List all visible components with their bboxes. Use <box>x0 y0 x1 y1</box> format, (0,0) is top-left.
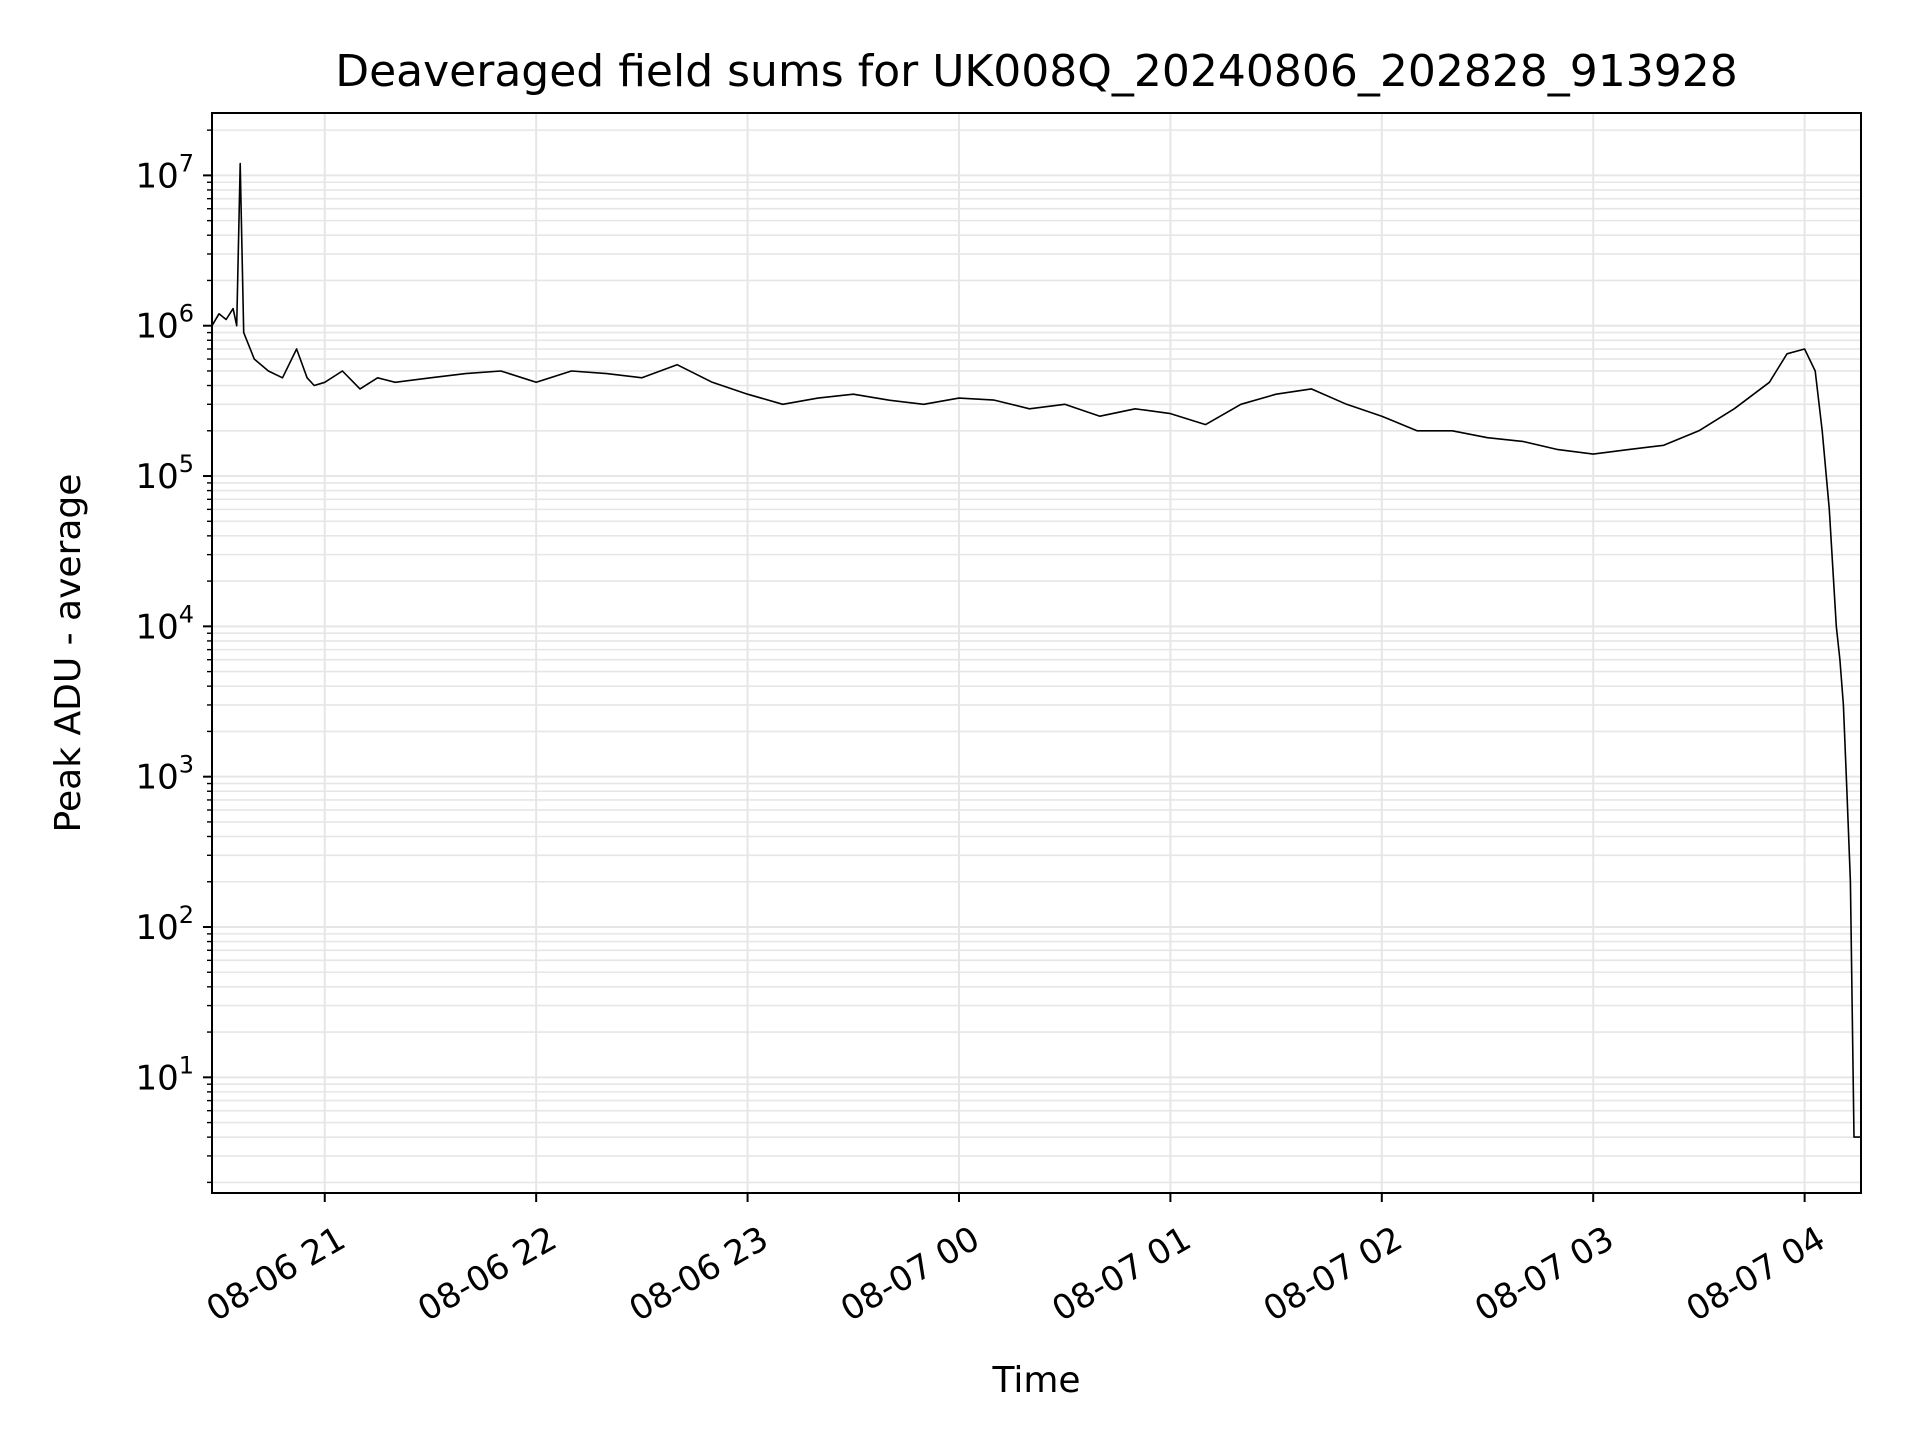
x-tick-label: 08-07 01 <box>1045 1219 1197 1330</box>
y-tick-exponent: 5 <box>179 450 194 478</box>
y-tick-exponent: 1 <box>179 1051 194 1079</box>
y-tick-base: 10 <box>135 758 178 798</box>
y-tick-base: 10 <box>135 908 178 948</box>
y-tick-base: 10 <box>135 156 178 196</box>
y-tick-exponent: 2 <box>179 901 194 929</box>
y-tick-base: 10 <box>135 307 178 347</box>
x-tick-label: 08-07 00 <box>834 1219 986 1330</box>
y-tick-exponent: 6 <box>179 300 194 328</box>
grid-layer <box>212 113 1861 1193</box>
x-axis-label: Time <box>991 1360 1080 1401</box>
plot-frame <box>211 112 1862 1194</box>
y-tick-exponent: 4 <box>179 600 194 628</box>
x-tick-label: 08-07 04 <box>1680 1219 1832 1330</box>
x-tick-label: 08-07 02 <box>1257 1219 1409 1330</box>
y-tick-label: 105 <box>135 450 194 497</box>
x-tick-label: 08-07 03 <box>1468 1219 1620 1330</box>
y-tick-base: 10 <box>135 1058 178 1098</box>
series-line <box>211 162 1861 1138</box>
y-tick-label: 107 <box>135 149 194 196</box>
y-tick-label: 103 <box>135 751 194 798</box>
y-tick-exponent: 3 <box>179 751 194 779</box>
y-tick-base: 10 <box>135 607 178 647</box>
y-tick-label: 106 <box>135 300 194 347</box>
y-tick-label: 102 <box>135 901 194 948</box>
y-tick-label: 104 <box>135 600 194 647</box>
y-axis-label: Peak ADU - average <box>48 474 89 833</box>
y-tick-base: 10 <box>135 457 178 497</box>
y-tick-label: 101 <box>135 1051 194 1098</box>
x-tick-label: 08-06 21 <box>200 1219 352 1330</box>
series-layer <box>211 162 1861 1138</box>
x-tick-label: 08-06 23 <box>623 1219 775 1330</box>
y-tick-exponent: 7 <box>179 149 194 177</box>
chart-title: Deaveraged field sums for UK008Q_2024080… <box>335 46 1738 97</box>
x-tick-label: 08-06 22 <box>411 1219 563 1330</box>
